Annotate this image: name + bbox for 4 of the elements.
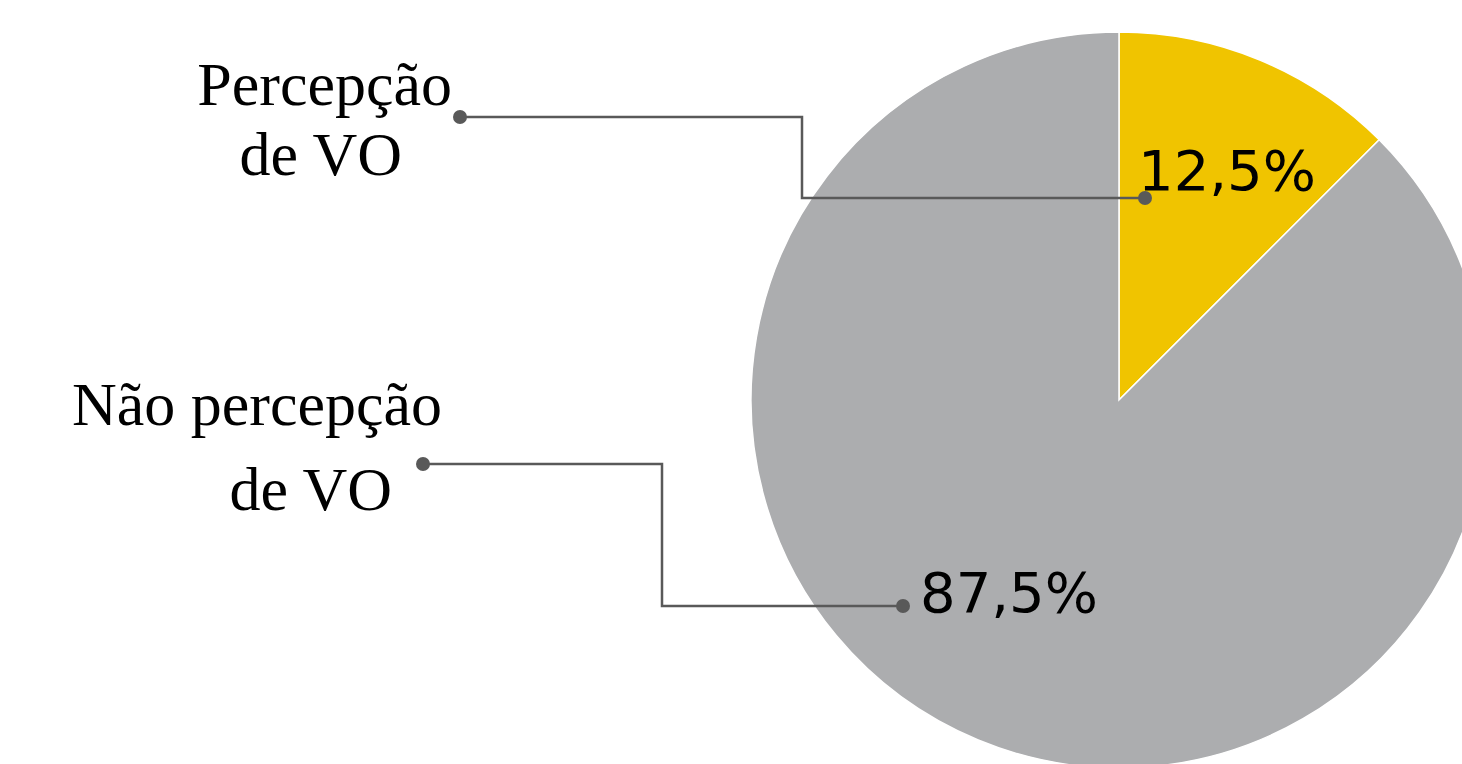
data-label: 87,5% xyxy=(920,560,1098,625)
slice-label: Não percepção de VO xyxy=(71,370,442,523)
data-label: 12,5% xyxy=(1138,138,1316,203)
slice-label: Percepção de VO xyxy=(197,50,452,188)
